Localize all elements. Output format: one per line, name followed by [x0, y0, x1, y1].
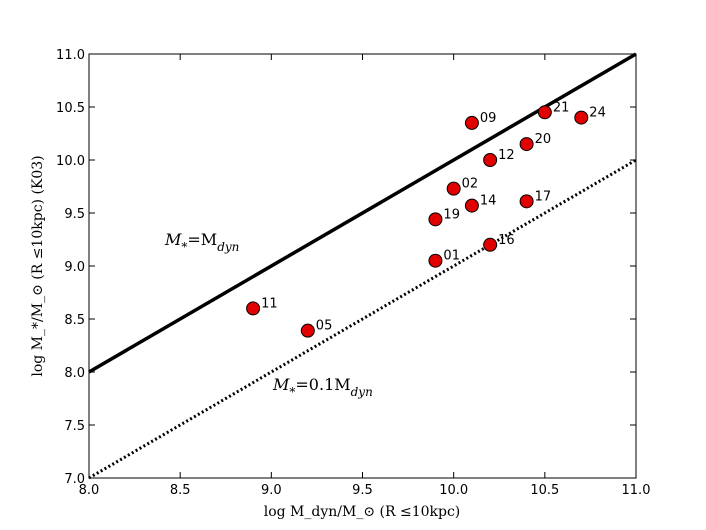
point-02 [446, 181, 461, 196]
x-tick-label: 8.0 [79, 483, 100, 498]
data-points: 01 02 05 09 11 12 14 16 17 19 20 21 24 [246, 100, 606, 338]
y-tick-label: 10.0 [56, 154, 85, 169]
point-label-09: 09 [480, 111, 497, 126]
x-tick-label: 10.5 [530, 483, 559, 498]
x-tick-label: 9.5 [352, 483, 373, 498]
x-axis-label: log M_dyn/M_⊙ (R ≤10kpc) [264, 504, 461, 520]
axis-ticks: 8.0 8.5 9.0 9.5 10.0 10.5 11.0 7.0 7.5 8.0 8.5 9.0 9… [56, 48, 650, 498]
point-label-01: 01 [443, 249, 460, 264]
point-09 [464, 115, 479, 130]
annotation-equal-mass: M*=Mdyn [164, 230, 239, 254]
point-24 [574, 110, 589, 125]
point-label-19: 19 [443, 207, 460, 222]
y-tick-label: 8.0 [64, 366, 85, 381]
y-tick-label: 7.0 [64, 472, 85, 487]
point-11 [246, 301, 261, 316]
point-05 [300, 323, 315, 338]
x-tick-label: 11.0 [622, 483, 651, 498]
point-label-11: 11 [261, 296, 278, 311]
point-label-02: 02 [462, 177, 479, 192]
point-label-12: 12 [498, 148, 515, 163]
point-label-20: 20 [535, 132, 552, 147]
point-label-24: 24 [589, 106, 606, 121]
y-tick-label: 11.0 [56, 48, 85, 63]
point-label-14: 14 [480, 194, 497, 209]
point-20 [519, 137, 534, 152]
point-01 [428, 253, 443, 268]
y-tick-label: 9.5 [64, 207, 85, 222]
point-14 [464, 198, 479, 213]
y-tick-label: 8.5 [64, 313, 85, 328]
point-17 [519, 194, 534, 209]
point-label-21: 21 [553, 100, 570, 115]
point-label-17: 17 [535, 189, 552, 204]
x-tick-label: 10.0 [439, 483, 468, 498]
y-tick-label: 10.5 [56, 101, 85, 116]
point-label-16: 16 [498, 233, 515, 248]
x-tick-label: 8.5 [170, 483, 191, 498]
line-tenth-mass [88, 158, 637, 480]
point-16 [483, 237, 498, 252]
point-21 [537, 105, 552, 120]
y-tick-label: 9.0 [64, 260, 85, 275]
y-axis-label: log M_*/M_⊙ (R ≤10kpc) (K03) [30, 155, 46, 376]
annotation-tenth-mass: M*=0.1Mdyn [272, 375, 373, 399]
y-tick-label: 7.5 [64, 419, 85, 434]
point-12 [483, 153, 498, 167]
x-tick-label: 9.0 [261, 483, 282, 498]
point-19 [428, 212, 443, 227]
point-label-05: 05 [316, 319, 333, 334]
